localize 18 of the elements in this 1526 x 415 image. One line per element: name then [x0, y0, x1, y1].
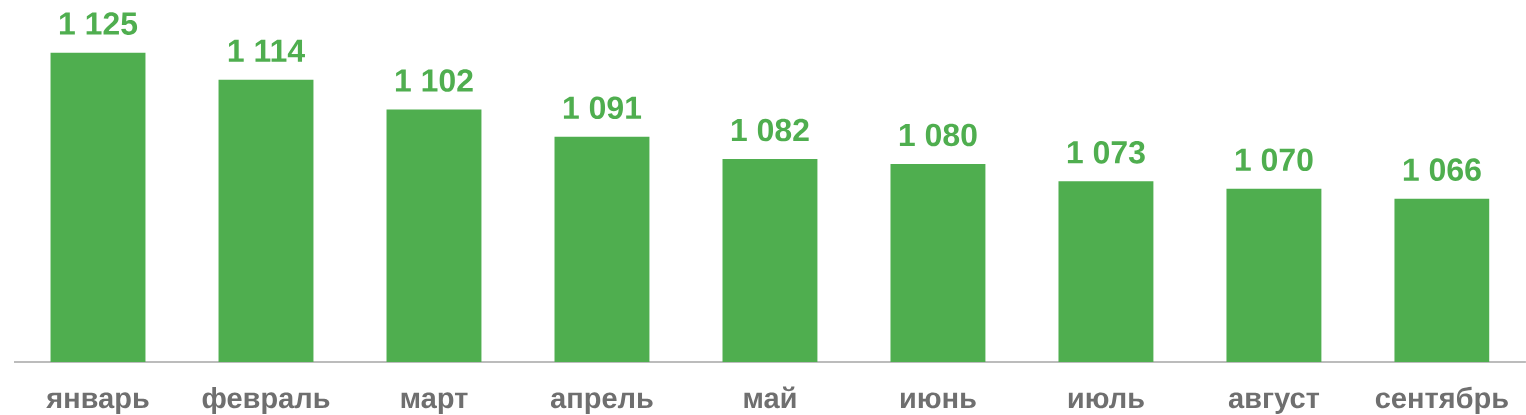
data-label: 1 073	[1067, 140, 1145, 164]
x-tick-label: май	[744, 386, 796, 409]
data-label: 1 066	[1403, 158, 1481, 181]
x-tick-label: январь	[46, 392, 149, 415]
data-label: 1 114	[228, 39, 305, 62]
x-tick-label: март	[401, 392, 468, 415]
data-label: 1 080	[899, 123, 977, 147]
data-label: 1 082	[731, 118, 809, 142]
x-tick-label: февраль	[202, 386, 330, 415]
x-tick-label: август	[1228, 392, 1320, 415]
x-tick-label: июнь	[900, 392, 976, 409]
x-tick-label: сентябрь	[1375, 386, 1508, 415]
data-label: 1 091	[563, 96, 642, 120]
x-tick-label: июль	[1068, 392, 1144, 409]
data-label: 1 102	[395, 69, 473, 92]
data-label: 1 125	[59, 12, 138, 35]
data-label: 1 070	[1235, 148, 1313, 172]
x-tick-label: апрель	[550, 392, 653, 415]
